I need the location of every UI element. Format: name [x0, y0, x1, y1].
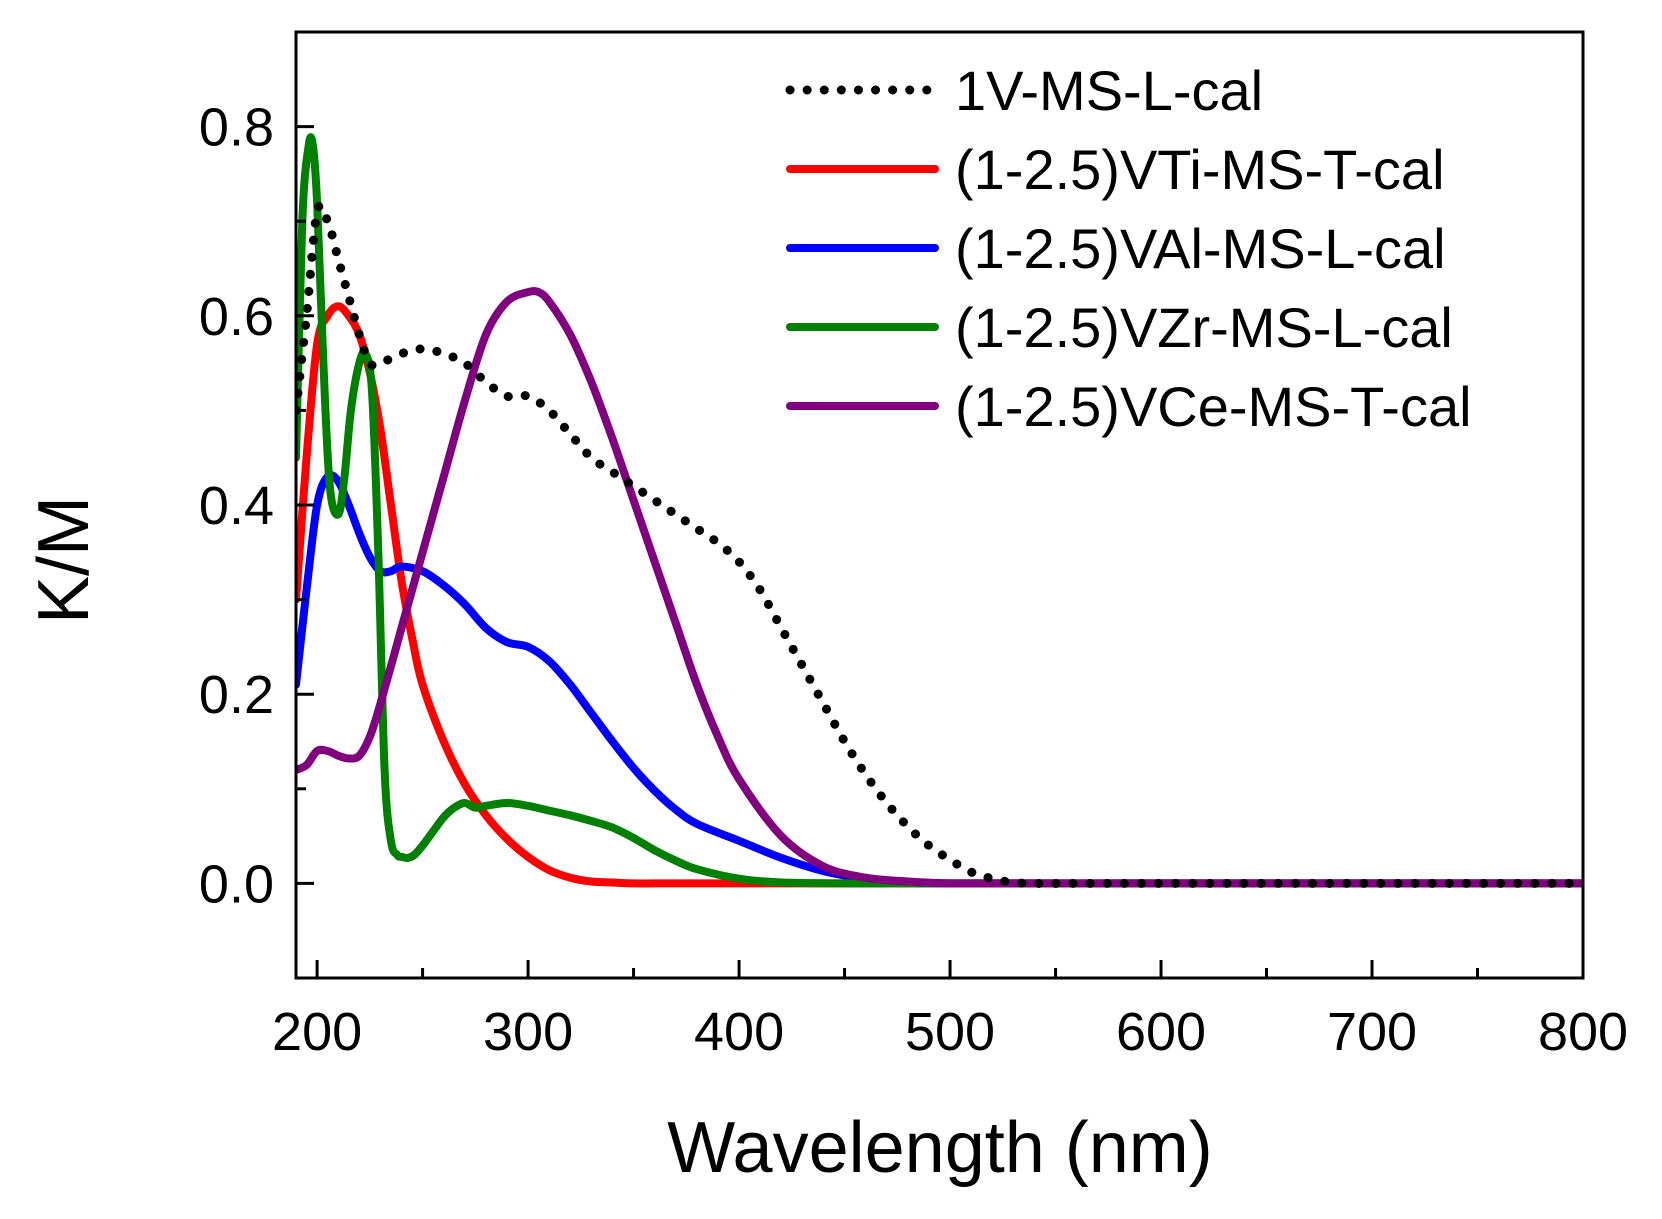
- y-tick-label: 0.2: [199, 665, 274, 725]
- x-tick-label: 200: [272, 1002, 362, 1062]
- legend-label-0: 1V-MS-L-cal: [955, 59, 1263, 122]
- y-tick-label: 0.4: [199, 476, 274, 536]
- y-tick-label: 0.8: [199, 98, 274, 158]
- legend-label-1: (1-2.5)VTi-MS-T-cal: [955, 138, 1445, 201]
- legend: 1V-MS-L-cal (1-2.5)VTi-MS-T-cal (1-2.5)VAl…: [785, 59, 1472, 438]
- series-line-4: [296, 286, 1583, 888]
- series-line-0: [296, 200, 1583, 888]
- x-tick-label: 500: [905, 1002, 995, 1062]
- legend-label-2: (1-2.5)VAl-MS-L-cal: [955, 217, 1446, 280]
- series-layer: [296, 133, 1583, 888]
- x-tick-label: 300: [483, 1002, 573, 1062]
- y-axis-title: K/M: [24, 496, 104, 624]
- x-tick-label: 700: [1327, 1002, 1417, 1062]
- series-line-3: [296, 133, 1583, 888]
- legend-label-3: (1-2.5)VZr-MS-L-cal: [955, 296, 1453, 359]
- ticks-layer: 200 300 400 500 600 700 800 0.0 0.2 0.4 0.6 0.8: [199, 98, 1628, 1062]
- x-tick-label: 400: [694, 1002, 784, 1062]
- x-axis-title: Wavelength (nm): [667, 1108, 1213, 1188]
- y-tick-label: 0.6: [199, 287, 274, 347]
- x-tick-label: 600: [1116, 1002, 1206, 1062]
- legend-label-4: (1-2.5)VCe-MS-T-cal: [955, 375, 1472, 438]
- y-tick-label: 0.0: [199, 854, 274, 914]
- series-group: [296, 133, 1583, 888]
- x-tick-label: 800: [1538, 1002, 1628, 1062]
